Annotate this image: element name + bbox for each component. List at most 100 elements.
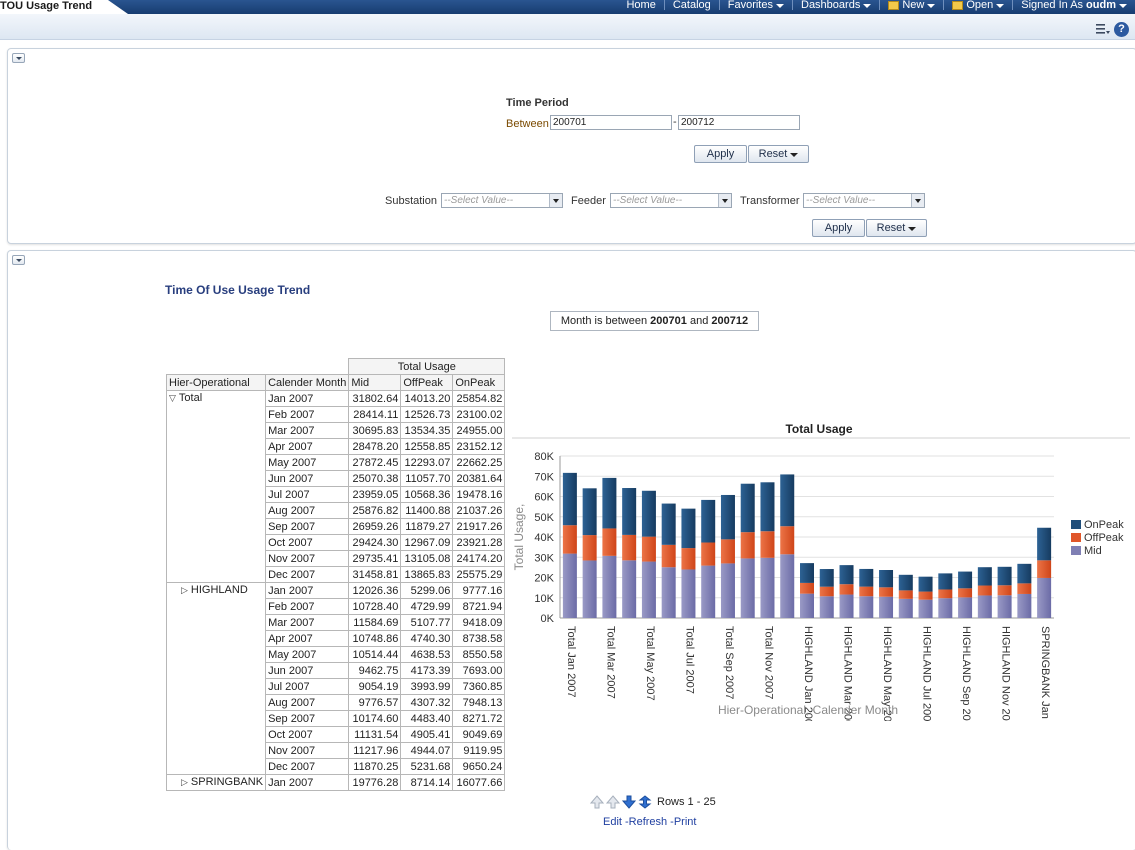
dashboard-title: TOU Usage Trend [0, 0, 128, 14]
table-cell: 10748.86 [348, 630, 402, 647]
table-cell: 13105.08 [400, 550, 454, 567]
help-icon[interactable]: ? [1114, 22, 1129, 37]
table-cell: 19478.16 [452, 486, 506, 503]
table-cell: 8271.72 [452, 710, 506, 727]
reset-label: Reset [876, 222, 906, 234]
chart-title: Total Usage [785, 422, 852, 436]
bar-onpeak [879, 570, 894, 588]
table-cell: Apr 2007 [265, 630, 350, 647]
table-cell: Jun 2007 [265, 662, 350, 679]
y-tick-label: 0K [541, 613, 555, 625]
filter-description: Month is between 200701 and 200712 [550, 311, 759, 331]
table-cell: 28478.20 [348, 438, 402, 455]
nav-open[interactable]: Open [943, 0, 1012, 11]
filter-to: 200712 [711, 315, 749, 327]
x-tick-label: Total Jul 2007 [683, 626, 695, 694]
table-cell: 10568.36 [400, 486, 454, 503]
bar-onpeak [839, 565, 854, 585]
previous-page-icon[interactable] [606, 795, 620, 809]
legend-swatch-mid [1071, 546, 1081, 555]
column-header[interactable]: Calender Month [265, 374, 350, 391]
table-cell: Oct 2007 [265, 534, 350, 551]
x-tick-label: Total Mar 2007 [604, 626, 616, 699]
collapse-section-button[interactable] [12, 53, 25, 63]
table-cell: Jul 2007 [265, 678, 350, 695]
expand-icon[interactable]: ▷ [181, 777, 188, 787]
bar-offpeak [740, 532, 755, 559]
apply-button-2[interactable]: Apply [812, 219, 865, 237]
page-toolbar: ? [0, 14, 1135, 40]
table-row: Oct 2007 11131.54 4905.41 9049.69 [167, 726, 506, 743]
report-title: Time Of Use Usage Trend [165, 283, 311, 297]
bar-mid [819, 596, 834, 618]
signed-in-menu[interactable]: Signed In As oudm [1012, 0, 1135, 11]
page-options-icon[interactable] [1096, 23, 1110, 35]
refresh-link[interactable]: -Refresh [624, 816, 668, 828]
show-all-rows-icon[interactable] [638, 795, 652, 809]
table-cell: 11131.54 [348, 726, 402, 743]
y-tick-label: 30K [534, 552, 554, 564]
bar-mid [661, 567, 676, 618]
column-header[interactable]: Hier-Operational [165, 374, 267, 391]
chevron-down-icon[interactable] [718, 194, 731, 207]
period-from-input[interactable]: 200701 [550, 115, 672, 130]
folder-icon [952, 0, 964, 10]
bar-mid [780, 554, 795, 618]
table-cell: 9119.95 [452, 742, 506, 759]
legend-label: Mid [1084, 545, 1102, 557]
row-group-header[interactable]: ▽ Total [165, 390, 267, 583]
group-name: Total [178, 392, 203, 404]
table-cell: 23152.12 [452, 438, 506, 455]
table-cell: 7360.85 [452, 678, 506, 695]
nav-catalog[interactable]: Catalog [663, 0, 719, 11]
chevron-down-icon[interactable] [911, 194, 924, 207]
row-group-header[interactable]: ▷ HIGHLAND [165, 582, 267, 775]
reset-button[interactable]: Reset [748, 145, 809, 163]
bar-offpeak [819, 586, 834, 597]
first-page-icon[interactable] [590, 795, 604, 809]
next-page-icon[interactable] [622, 795, 636, 809]
bar-offpeak [641, 536, 656, 562]
nav-new[interactable]: New [879, 0, 943, 11]
collapse-section-button[interactable] [12, 255, 25, 265]
column-header[interactable]: OffPeak [400, 374, 454, 391]
column-header[interactable]: Mid [348, 374, 402, 391]
print-link[interactable]: -Print [670, 816, 697, 828]
nav-home[interactable]: Home [618, 0, 663, 11]
edit-link[interactable]: Edit [603, 816, 622, 828]
bar-offpeak [859, 586, 874, 597]
expand-icon[interactable]: ▷ [181, 585, 188, 595]
substation-select[interactable]: --Select Value-- [441, 193, 563, 208]
x-tick-label: SPRINGBANK Jan 2007 [1039, 626, 1051, 721]
table-cell: 11879.27 [400, 518, 454, 535]
bar-mid [938, 598, 953, 618]
nav-dashboards[interactable]: Dashboards [792, 0, 879, 11]
table-row: ▷ HIGHLAND Jan 2007 12026.36 5299.06 9777.16 [165, 582, 506, 775]
table-cell: Feb 2007 [265, 598, 350, 615]
bar-offpeak [622, 534, 637, 561]
table-cell: 8738.58 [452, 630, 506, 647]
feeder-select[interactable]: --Select Value-- [610, 193, 732, 208]
bar-onpeak [800, 563, 814, 583]
collapse-icon[interactable]: ▽ [169, 393, 176, 403]
x-tick-label: HIGHLAND May 2007 [881, 626, 893, 721]
table-cell: 25575.29 [452, 566, 506, 583]
paging-controls: Rows 1 - 25 [590, 795, 716, 809]
table-cell: 11057.70 [400, 470, 454, 487]
pivot-table: Total Usage Hier-Operational Calender Mont… [165, 358, 506, 791]
table-cell: Nov 2007 [265, 550, 350, 567]
chevron-down-icon[interactable] [549, 194, 562, 207]
nav-favorites[interactable]: Favorites [718, 0, 792, 11]
table-row: Jul 2007 9054.19 3993.99 7360.85 [167, 678, 506, 695]
row-group-header[interactable]: ▷ SPRINGBANK [165, 774, 267, 791]
reset-button-2[interactable]: Reset [866, 219, 927, 237]
table-row: Aug 2007 25876.82 11400.88 21037.26 [167, 502, 506, 519]
period-to-input[interactable]: 200712 [678, 115, 800, 130]
apply-button[interactable]: Apply [694, 145, 747, 163]
table-cell: 19776.28 [348, 774, 402, 791]
transformer-select[interactable]: --Select Value-- [803, 193, 925, 208]
feeder-label: Feeder [571, 195, 606, 207]
column-header[interactable]: OnPeak [452, 374, 506, 391]
bar-onpeak [720, 494, 735, 540]
x-tick-label: HIGHLAND Nov 2007 [1000, 626, 1012, 721]
